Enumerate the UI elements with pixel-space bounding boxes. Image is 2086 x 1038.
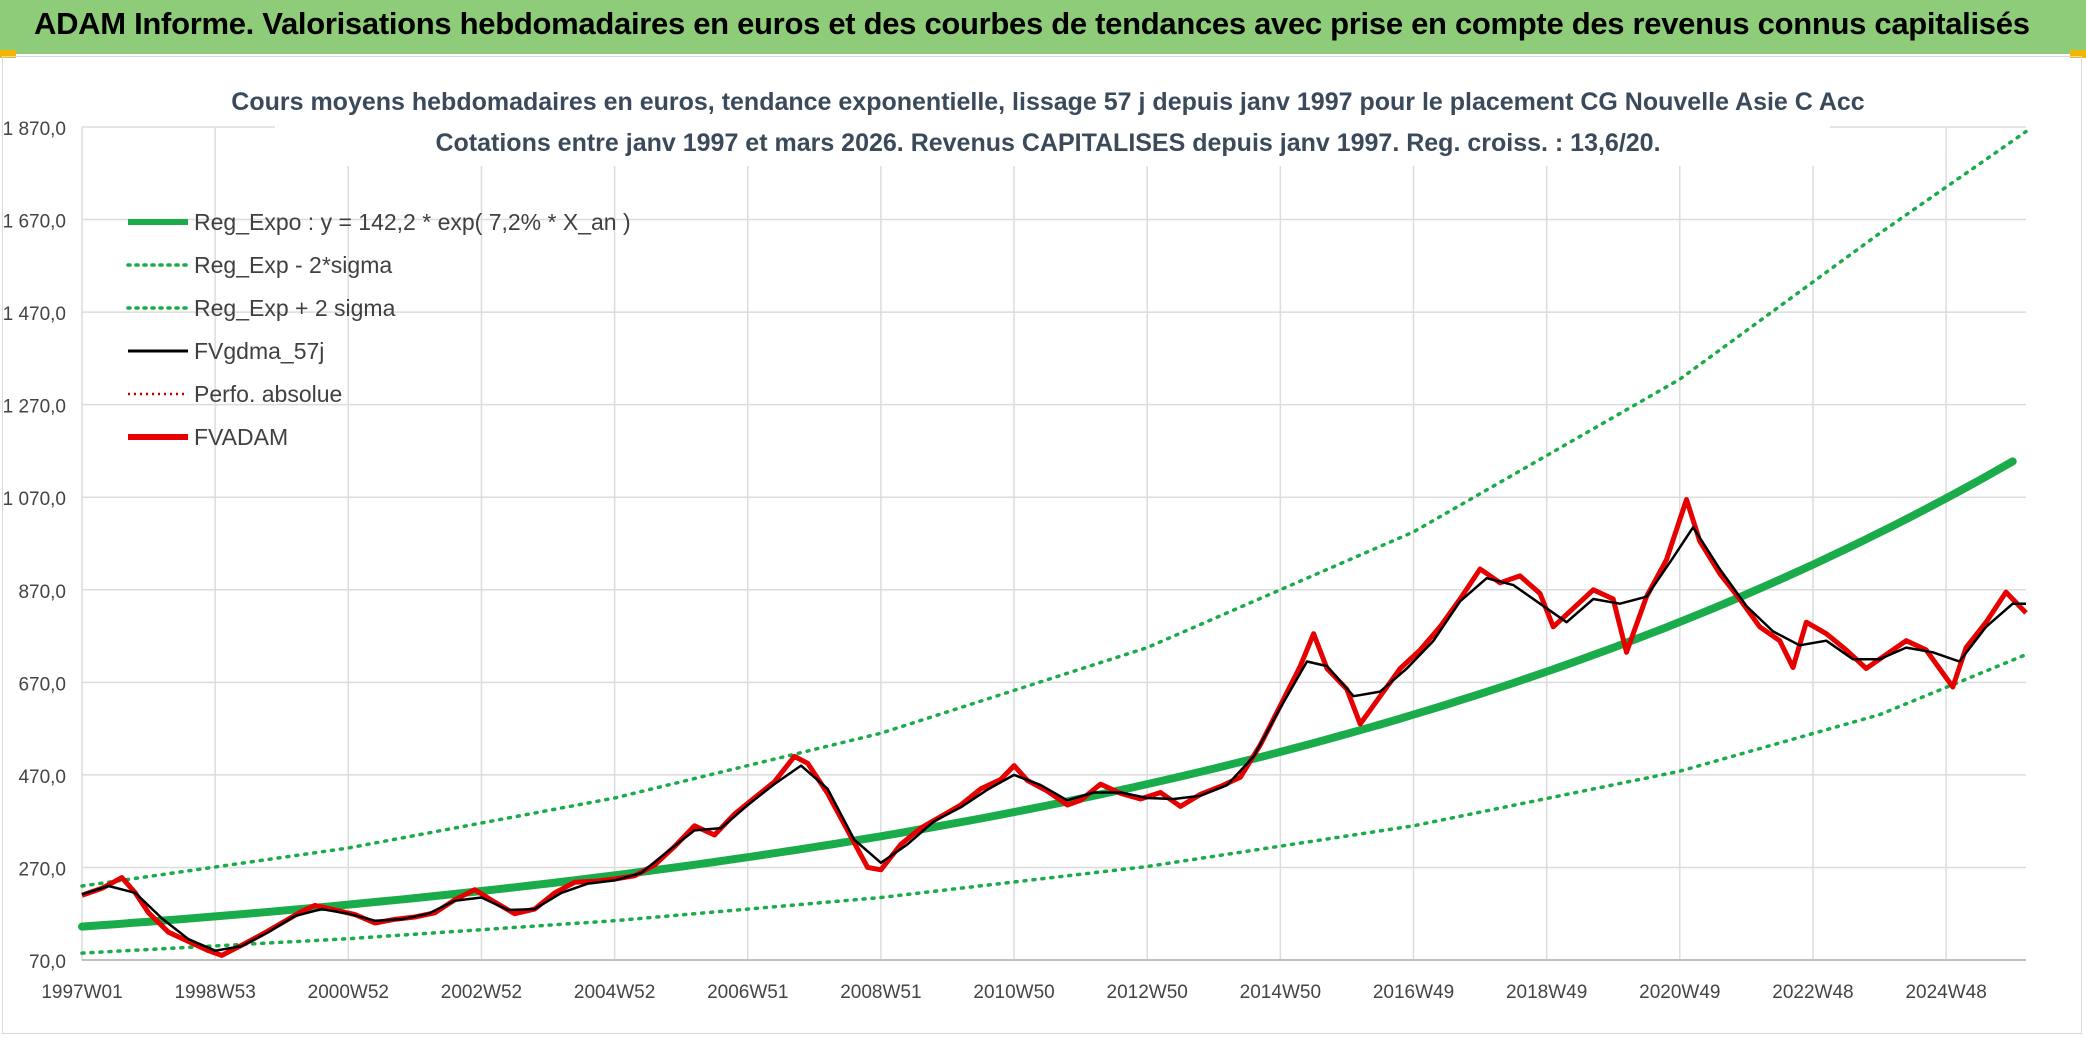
x-tick-label: 2002W52 bbox=[441, 982, 522, 1003]
series-lines bbox=[81, 497, 2028, 958]
upper-band-line bbox=[80, 129, 2028, 888]
legend-label-smooth: FVgdma_57j bbox=[194, 338, 324, 364]
y-tick-label: 270,0 bbox=[18, 859, 66, 880]
x-tick-label: 2016W49 bbox=[1373, 982, 1454, 1003]
y-tick-label: 1 670,0 bbox=[3, 212, 66, 233]
x-tick-label: 1997W01 bbox=[41, 982, 122, 1003]
x-tick-label: 2006W51 bbox=[707, 982, 788, 1003]
legend-label-perf: Perfo. absolue bbox=[194, 381, 342, 407]
legend-label-high: Reg_Exp + 2 sigma bbox=[194, 295, 396, 321]
x-tick-label: 2018W49 bbox=[1506, 982, 1587, 1003]
y-tick-label: 670,0 bbox=[18, 674, 66, 695]
chart-frame bbox=[2, 56, 2082, 1034]
axes: 70,0 270,0 470,0 670,0 870,0 1 070,0 1 270,0 1 … bbox=[3, 119, 2026, 1003]
corner-marker-right bbox=[2070, 50, 2086, 58]
lower-band-line bbox=[80, 652, 2028, 955]
y-tick-label: 470,0 bbox=[18, 767, 66, 788]
y-tick-label: 1 070,0 bbox=[3, 489, 66, 510]
legend-label-reg: Reg_Expo : y = 142,2 * exp( 7,2% * X_an … bbox=[194, 209, 631, 235]
x-tick-label: 2010W50 bbox=[973, 982, 1054, 1003]
x-tick-label: 2000W52 bbox=[308, 982, 389, 1003]
banner-title: ADAM Informe. Valorisations hebdomadaire… bbox=[34, 6, 2030, 41]
y-tick-label: 70,0 bbox=[29, 952, 66, 973]
corner-marker-left bbox=[0, 50, 16, 58]
x-tick-label: 1998W53 bbox=[174, 982, 255, 1003]
chart-title: Cours moyens hebdomadaires en euros, ten… bbox=[231, 88, 1865, 116]
fvgdma-line bbox=[81, 526, 2026, 952]
y-tick-label: 1 470,0 bbox=[3, 304, 66, 325]
fvadam-line bbox=[81, 497, 2028, 958]
chart-subtitle: Cotations entre janv 1997 et mars 2026. … bbox=[435, 129, 1660, 157]
legend-label-price: FVADAM bbox=[194, 424, 288, 450]
x-tick-label: 2024W48 bbox=[1905, 982, 1986, 1003]
regression-bands bbox=[78, 129, 2028, 955]
regression-line bbox=[78, 457, 2017, 931]
y-tick-label: 870,0 bbox=[18, 582, 66, 603]
x-tick-label: 2004W52 bbox=[574, 982, 655, 1003]
x-tick-label: 2022W48 bbox=[1772, 982, 1853, 1003]
title-backdrop bbox=[275, 80, 1830, 166]
y-tick-label: 1 270,0 bbox=[3, 397, 66, 418]
x-tick-label: 2012W50 bbox=[1107, 982, 1188, 1003]
x-tick-label: 2008W51 bbox=[840, 982, 921, 1003]
x-tick-label: 2020W49 bbox=[1639, 982, 1720, 1003]
x-tick-label: 2014W50 bbox=[1240, 982, 1321, 1003]
y-tick-label: 1 870,0 bbox=[3, 119, 66, 140]
header-banner: ADAM Informe. Valorisations hebdomadaire… bbox=[0, 0, 2086, 54]
legend-label-low: Reg_Exp - 2*sigma bbox=[194, 252, 392, 278]
legend: Reg_Expo : y = 142,2 * exp( 7,2% * X_an … bbox=[126, 209, 631, 450]
